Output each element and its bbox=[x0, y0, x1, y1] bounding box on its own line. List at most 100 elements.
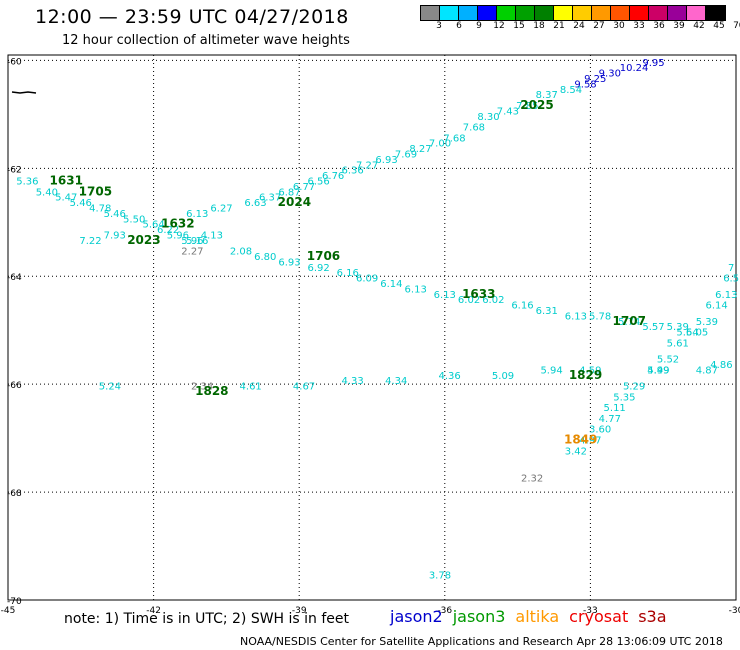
wave-height-value: 6.13 bbox=[715, 290, 737, 301]
wave-height-value: 5.39 bbox=[667, 322, 689, 333]
color-scale-label: 6 bbox=[456, 21, 462, 31]
wave-height-value: 5.64 bbox=[676, 328, 698, 339]
wave-height-value: 4.99 bbox=[647, 365, 669, 376]
wave-height-value: 6.13 bbox=[434, 290, 456, 301]
color-scale-labels: 36912151821242730333639424570 (ft) bbox=[420, 21, 740, 33]
lon-tick-label: -36 bbox=[437, 606, 452, 616]
wave-height-value: 5.39 bbox=[696, 317, 718, 328]
wave-height-value: 6.14 bbox=[380, 279, 402, 290]
color-swatch bbox=[478, 6, 497, 20]
wave-height-value: 6.31 bbox=[536, 306, 558, 317]
wave-height-value: 5.05 bbox=[686, 328, 708, 339]
wave-height-value: 6.76 bbox=[322, 171, 344, 182]
wave-height-value: 6.14 bbox=[705, 301, 727, 312]
wave-height-value: 5.64 bbox=[142, 220, 164, 231]
wave-height-value: 6.5 bbox=[723, 274, 739, 285]
lon-tick-label: -39 bbox=[292, 606, 307, 616]
footer-note: note: 1) Time is in UTC; 2) SWH is in fe… bbox=[64, 611, 350, 627]
wave-height-value: 5.96 bbox=[167, 230, 189, 241]
wave-height-value: 4.67 bbox=[293, 382, 315, 393]
color-scale-label: 30 bbox=[613, 21, 625, 31]
lat-tick-label: -60 bbox=[7, 57, 22, 67]
pass-time-label: 1631 bbox=[50, 174, 83, 188]
color-swatch bbox=[421, 6, 440, 20]
wave-height-value: 7.43 bbox=[497, 106, 519, 117]
legend-altika: altika bbox=[515, 607, 560, 626]
wave-height-value: 5.74 bbox=[618, 317, 640, 328]
wave-height-value: 5.24 bbox=[99, 382, 121, 393]
wave-height-value: 5.09 bbox=[492, 371, 514, 382]
wave-height-value: 5.40 bbox=[36, 187, 58, 198]
wave-height-value: 5.94 bbox=[540, 365, 562, 376]
wave-height-value: 3.42 bbox=[565, 446, 587, 457]
color-swatch bbox=[554, 6, 573, 20]
color-scale-label: 21 bbox=[553, 21, 565, 31]
wave-height-value: 3.60 bbox=[589, 425, 611, 436]
wave-height-value: 6.77 bbox=[293, 182, 315, 193]
wave-height-value: 7.22 bbox=[79, 236, 101, 247]
wave-height-value: 5.50 bbox=[123, 214, 145, 225]
page-title: 12:00 — 23:59 UTC 04/27/2018 bbox=[35, 6, 349, 28]
wave-height-value: 5.61 bbox=[667, 338, 689, 349]
lon-tick-label: -33 bbox=[583, 606, 598, 616]
wave-height-value: 6.02 bbox=[458, 295, 480, 306]
page-subtitle: 12 hour collection of altimeter wave hei… bbox=[62, 33, 350, 48]
wave-height-value: 8.27 bbox=[409, 144, 431, 155]
lon-tick-label: -45 bbox=[1, 606, 16, 616]
lat-tick-label: -70 bbox=[7, 597, 22, 607]
color-swatch bbox=[706, 6, 725, 20]
wave-height-value: 6.09 bbox=[356, 274, 378, 285]
wave-height-value: 7.27 bbox=[356, 160, 378, 171]
wave-height-value: 7.68 bbox=[463, 123, 485, 134]
color-scale-label: 45 bbox=[713, 21, 725, 31]
color-swatch bbox=[459, 6, 478, 20]
lat-tick-label: -62 bbox=[7, 165, 22, 175]
pass-time-label: 1828 bbox=[195, 384, 228, 398]
color-swatch bbox=[497, 6, 516, 20]
wave-height-value: 6.02 bbox=[482, 295, 504, 306]
pass-time-label: 2024 bbox=[278, 195, 311, 209]
wave-height-value: 9.25 bbox=[584, 74, 606, 85]
wave-height-value: 6.93 bbox=[375, 155, 397, 166]
lon-tick-label: -42 bbox=[146, 606, 161, 616]
wave-height-value: 2.34 bbox=[191, 382, 213, 393]
wave-height-value: 4.59 bbox=[579, 365, 601, 376]
wave-height-value: 4.78 bbox=[89, 203, 111, 214]
wave-height-value: 5.16 bbox=[186, 236, 208, 247]
wave-height-value: 4.34 bbox=[385, 376, 407, 387]
pass-time-label: 1705 bbox=[79, 184, 112, 198]
color-swatch bbox=[573, 6, 592, 20]
pass-time-label: 2023 bbox=[127, 233, 160, 247]
wave-height-value: 2.27 bbox=[181, 247, 203, 258]
color-scale-label: 70 (ft) bbox=[733, 21, 740, 31]
color-swatch bbox=[687, 6, 706, 20]
color-swatch bbox=[440, 6, 459, 20]
wave-height-value: 5.49 bbox=[647, 365, 669, 376]
wave-height-value: 6.80 bbox=[254, 252, 276, 263]
wave-height-value: 2.08 bbox=[230, 247, 252, 258]
legend-jason2: jason2 bbox=[390, 607, 443, 626]
wave-height-value: 5.96 bbox=[181, 236, 203, 247]
wave-height-value: 4.87 bbox=[696, 365, 718, 376]
pass-time-label: 1706 bbox=[307, 249, 340, 263]
wave-height-value: 3.78 bbox=[429, 570, 451, 581]
wave-height-value: 10.24 bbox=[620, 63, 649, 74]
pass-time-label: 2025 bbox=[520, 98, 553, 112]
wave-height-value: 6.63 bbox=[244, 198, 266, 209]
color-scale-label: 33 bbox=[633, 21, 645, 31]
legend-jason3: jason3 bbox=[452, 607, 506, 626]
wave-height-value: 7 bbox=[728, 263, 734, 274]
wave-height-value: 5.47 bbox=[55, 193, 77, 204]
wave-height-value: 9.95 bbox=[642, 58, 664, 69]
pass-time-label: 1707 bbox=[613, 314, 646, 328]
color-scale-label: 12 bbox=[493, 21, 505, 31]
wave-height-value: 6.13 bbox=[186, 209, 208, 220]
wave-height-value: 6.93 bbox=[278, 257, 300, 268]
wave-height-value: 4.36 bbox=[439, 371, 461, 382]
wave-height-value: 5.57 bbox=[642, 322, 664, 333]
pass-time-label: 1829 bbox=[569, 368, 602, 382]
wave-height-value: 5.29 bbox=[623, 382, 645, 393]
wave-height-value: 5.35 bbox=[613, 392, 635, 403]
wave-height-value: 5.46 bbox=[70, 198, 92, 209]
wave-height-value: 9.30 bbox=[599, 69, 621, 80]
